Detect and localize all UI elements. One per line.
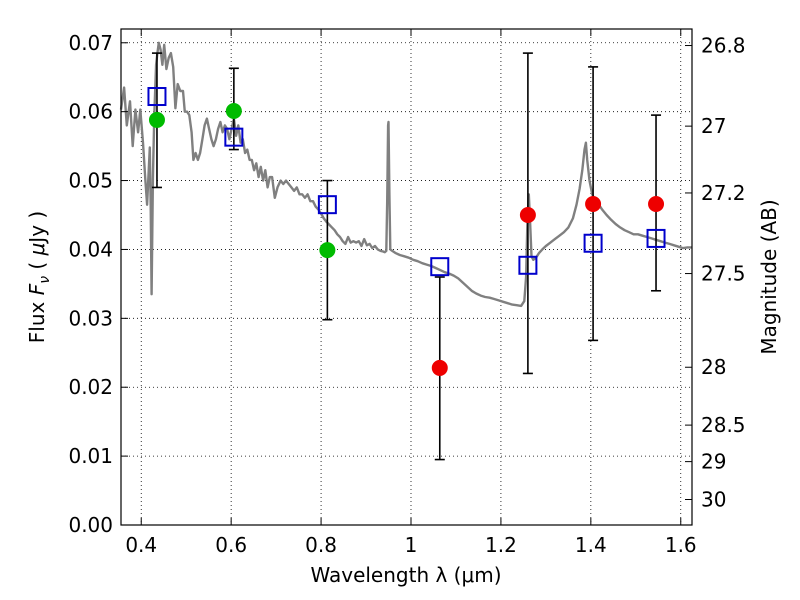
- y-tick-label: 0.02: [68, 375, 113, 399]
- plot-area: [121, 29, 692, 525]
- y-tick-label: 0.07: [68, 31, 113, 55]
- observed-flux-point: [148, 111, 165, 128]
- y-tick-label: 0.04: [68, 237, 113, 261]
- y-tick-label: 0.00: [68, 513, 113, 537]
- model-flux-square: [147, 87, 167, 107]
- x-axis-title: Wavelength λ (μm): [310, 563, 501, 587]
- observed-flux-point: [585, 195, 602, 212]
- model-flux-square: [583, 233, 603, 253]
- x-tick-label: 1: [405, 533, 418, 557]
- observed-flux-point: [225, 102, 242, 119]
- y-tick-label: 0.01: [68, 444, 113, 468]
- observed-flux-point: [319, 242, 336, 259]
- y2-tick-label: 27: [701, 114, 726, 138]
- y-tick-label: 0.03: [68, 306, 113, 330]
- model-flux-square: [224, 127, 244, 147]
- plot-frame: [120, 28, 693, 526]
- y-tick-label: 0.06: [68, 100, 113, 124]
- y2-tick-label: 28.5: [701, 413, 746, 437]
- y2-tick-label: 28: [701, 355, 726, 379]
- model-flux-square: [317, 195, 337, 215]
- model-flux-square: [646, 228, 666, 248]
- photometry-markers: [147, 87, 666, 376]
- observed-flux-point: [431, 359, 448, 376]
- x-tick-label: 0.8: [305, 533, 337, 557]
- y2-tick-label: 26.8: [701, 34, 746, 58]
- observed-flux-point: [519, 207, 536, 223]
- x-tick-label: 0.4: [125, 533, 157, 557]
- template-spectrum: [119, 41, 692, 308]
- y2-tick-label: 27.5: [701, 262, 746, 286]
- spectrum-line: [119, 41, 692, 308]
- x-tick-label: 1.2: [485, 533, 517, 557]
- y-tick-label: 0.05: [68, 169, 113, 193]
- model-flux-square: [430, 257, 450, 277]
- model-flux-square: [518, 255, 538, 275]
- grid: [121, 29, 692, 526]
- y-axis-title: Flux Fν ( μJy ): [25, 211, 53, 343]
- y2-axis-title: Magnitude (AB): [757, 199, 781, 354]
- x-tick-label: 1.6: [665, 533, 697, 557]
- y2-tick-label: 27.2: [701, 181, 746, 205]
- x-tick-label: 0.6: [215, 533, 247, 557]
- x-tick-label: 1.4: [575, 533, 607, 557]
- observed-flux-point: [648, 195, 665, 212]
- y2-tick-label: 30: [701, 488, 726, 512]
- axis-ticks: 0.4 0.6 0.8 1 1.2 1.4 1.6 0.00 0.01 0.02 0.03 0.04 0…: [68, 29, 746, 557]
- y2-tick-label: 29: [701, 450, 726, 474]
